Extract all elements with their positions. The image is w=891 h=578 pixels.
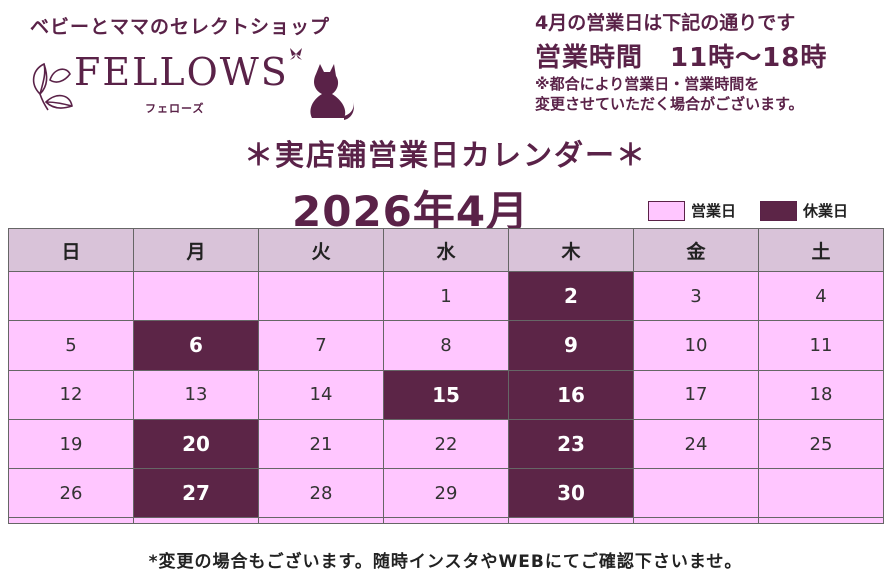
calendar-empty-cell	[633, 468, 759, 519]
calendar-empty-cell	[758, 468, 884, 519]
legend: 営業日 休業日	[648, 200, 848, 221]
calendar-day: 11	[758, 320, 884, 371]
weekday-header: 火	[258, 228, 384, 272]
calendar-day: 17	[633, 369, 759, 420]
calendar-day: 12	[8, 369, 134, 420]
calendar-week-row: 12 13 14 15 16 17 18	[8, 369, 884, 420]
legend-open-swatch	[648, 200, 685, 221]
legend-open-label: 営業日	[691, 202, 737, 220]
calendar-week-row: 26 27 28 29 30	[8, 468, 884, 519]
info-note-1: ※都合により営業日・営業時間を	[535, 75, 760, 93]
logo-graphic	[32, 48, 354, 120]
calendar-day: 15	[383, 369, 509, 420]
butterfly-icon	[290, 48, 302, 60]
calendar-empty-cell	[258, 270, 384, 322]
calendar-day: 9	[508, 320, 634, 371]
calendar-day: 29	[383, 468, 509, 519]
weekday-header: 木	[508, 228, 634, 272]
calendar-day: 8	[383, 320, 509, 371]
calendar-empty-cell	[383, 517, 509, 524]
calendar-empty-cell	[508, 517, 634, 524]
calendar-empty-cell	[133, 270, 259, 322]
info-intro: 4月の営業日は下記の通りです	[535, 12, 796, 34]
calendar-day: 3	[633, 270, 759, 322]
calendar-day: 6	[133, 320, 259, 371]
weekday-header-row: 日月火水木金土	[8, 228, 884, 272]
calendar-empty-cell	[133, 517, 259, 524]
calendar-day: 26	[8, 468, 134, 519]
calendar-empty-cell	[633, 517, 759, 524]
calendar-day: 10	[633, 320, 759, 371]
weekday-header: 金	[633, 228, 759, 272]
calendar-day: 23	[508, 418, 634, 470]
weekday-header: 月	[133, 228, 259, 272]
calendar-day: 1	[383, 270, 509, 322]
calendar-day: 24	[633, 418, 759, 470]
leaf-icon	[32, 62, 73, 111]
legend-closed-label: 休業日	[803, 202, 849, 220]
calendar-title: ＊実店舗営業日カレンダー＊	[243, 138, 647, 172]
calendar-day: 5	[8, 320, 134, 371]
calendar-grid: 日月火水木金土 1 2 3 4 5 6 7 8 9 10 11 12 13 14 15 16 17 18 19 20 2…	[8, 228, 884, 524]
calendar-day: 20	[133, 418, 259, 470]
weekday-header: 水	[383, 228, 509, 272]
calendar-month: 2026年4月	[292, 187, 530, 236]
calendar-day: 27	[133, 468, 259, 519]
calendar-day: 2	[508, 270, 634, 322]
calendar-empty-cell	[8, 517, 134, 524]
calendar-day: 4	[758, 270, 884, 322]
weekday-header: 土	[758, 228, 884, 272]
business-hours: 営業時間 11時～18時	[535, 43, 828, 73]
legend-closed-swatch	[760, 200, 798, 221]
calendar-day: 13	[133, 369, 259, 420]
calendar-day: 16	[508, 369, 634, 420]
calendar-empty-cell	[258, 517, 384, 524]
info-note-2: 変更させていただく場合がございます。	[535, 95, 804, 113]
calendar-week-row: 5 6 7 8 9 10 11	[8, 320, 884, 371]
calendar-day: 19	[8, 418, 134, 470]
brand-kana: フェローズ	[145, 102, 205, 115]
calendar-day: 28	[258, 468, 384, 519]
calendar-day: 22	[383, 418, 509, 470]
calendar-week-row	[8, 517, 884, 524]
calendar-day: 14	[258, 369, 384, 420]
footer-note: *変更の場合もございます。随時インスタやWEBにてご確認下さいませ。	[148, 552, 743, 572]
calendar-empty-cell	[758, 517, 884, 524]
calendar-day: 25	[758, 418, 884, 470]
business-info: 4月の営業日は下記の通りです 営業時間 11時～18時 ※都合により営業日・営業…	[535, 8, 885, 114]
weekday-header: 日	[8, 228, 134, 272]
cat-icon	[310, 64, 354, 120]
calendar-day: 7	[258, 320, 384, 371]
calendar-day: 18	[758, 369, 884, 420]
calendar-week-row: 19 20 21 22 23 24 25	[8, 418, 884, 470]
calendar-day: 30	[508, 468, 634, 519]
brand-name: FELLOWS	[74, 50, 289, 94]
calendar-empty-cell	[8, 270, 134, 322]
shop-tagline: ベビーとママのセレクトショップ	[30, 16, 331, 38]
calendar-day: 21	[258, 418, 384, 470]
